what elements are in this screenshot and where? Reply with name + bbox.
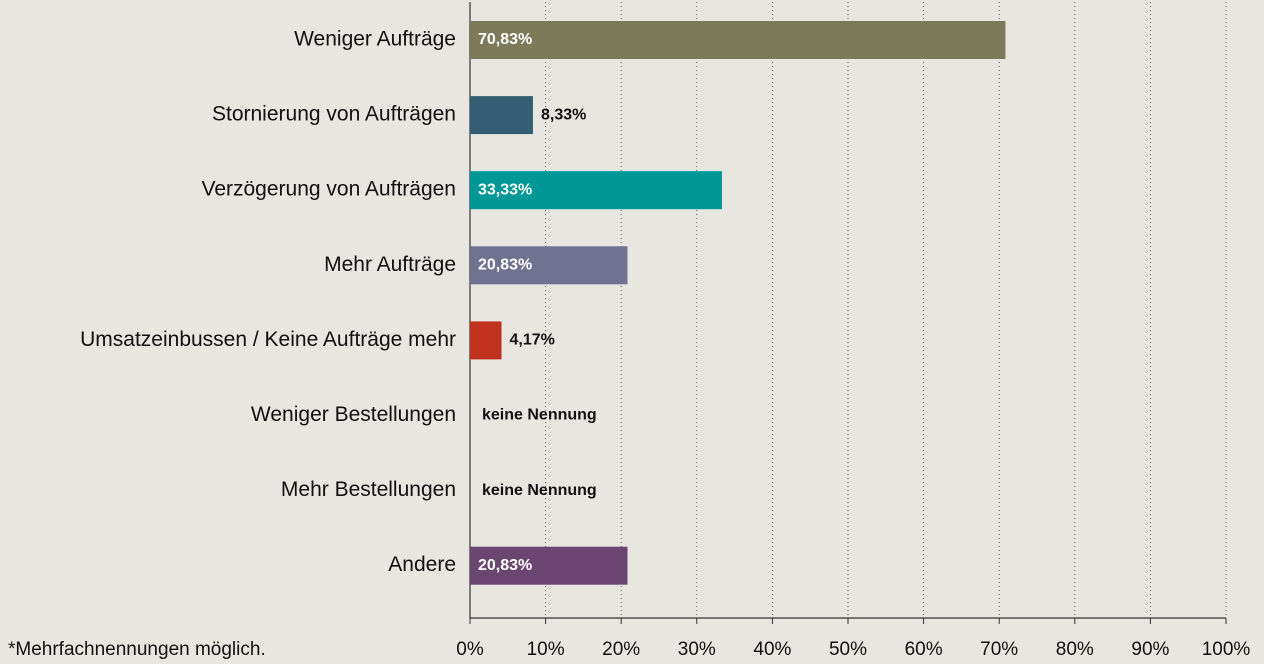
- x-tick-label: 50%: [829, 639, 867, 660]
- y-tick-label: Mehr Aufträge: [324, 253, 456, 276]
- value-label: keine Nennung: [482, 407, 597, 424]
- bar: [470, 246, 628, 285]
- y-tick-label: Umsatzeinbussen / Keine Aufträge mehr: [80, 328, 456, 351]
- bar: [470, 171, 722, 210]
- x-tick-label: 30%: [678, 639, 716, 660]
- x-tick-label: 10%: [527, 639, 565, 660]
- x-tick-label: 100%: [1202, 639, 1251, 660]
- y-tick-label: Stornierung von Aufträgen: [212, 103, 456, 126]
- y-tick-label: Mehr Bestellungen: [281, 478, 456, 501]
- y-tick-label: Weniger Aufträge: [294, 28, 456, 51]
- value-label: 70,83%: [478, 31, 532, 48]
- x-tick-label: 70%: [980, 639, 1018, 660]
- y-tick-label: Weniger Bestellungen: [251, 403, 456, 426]
- value-label: keine Nennung: [482, 482, 597, 499]
- value-label: 4,17%: [510, 332, 555, 349]
- x-tick-label: 60%: [905, 639, 943, 660]
- x-tick-label: 20%: [602, 639, 640, 660]
- x-tick-label: 0%: [456, 639, 484, 660]
- value-label: 33,33%: [478, 181, 532, 198]
- x-tick-label: 40%: [753, 639, 791, 660]
- x-tick-label: 90%: [1131, 639, 1169, 660]
- bar: [470, 546, 628, 585]
- bar: [470, 21, 1006, 59]
- value-label: 20,83%: [478, 557, 532, 574]
- value-label: 20,83%: [478, 257, 532, 274]
- bar: [470, 321, 502, 360]
- footnote: *Mehrfachnennungen möglich.: [8, 639, 266, 660]
- value-label: 8,33%: [541, 106, 586, 123]
- y-tick-label: Andere: [388, 553, 456, 576]
- y-tick-label: Verzögerung von Aufträgen: [201, 178, 456, 201]
- x-tick-label: 80%: [1056, 639, 1094, 660]
- bar: [470, 96, 533, 135]
